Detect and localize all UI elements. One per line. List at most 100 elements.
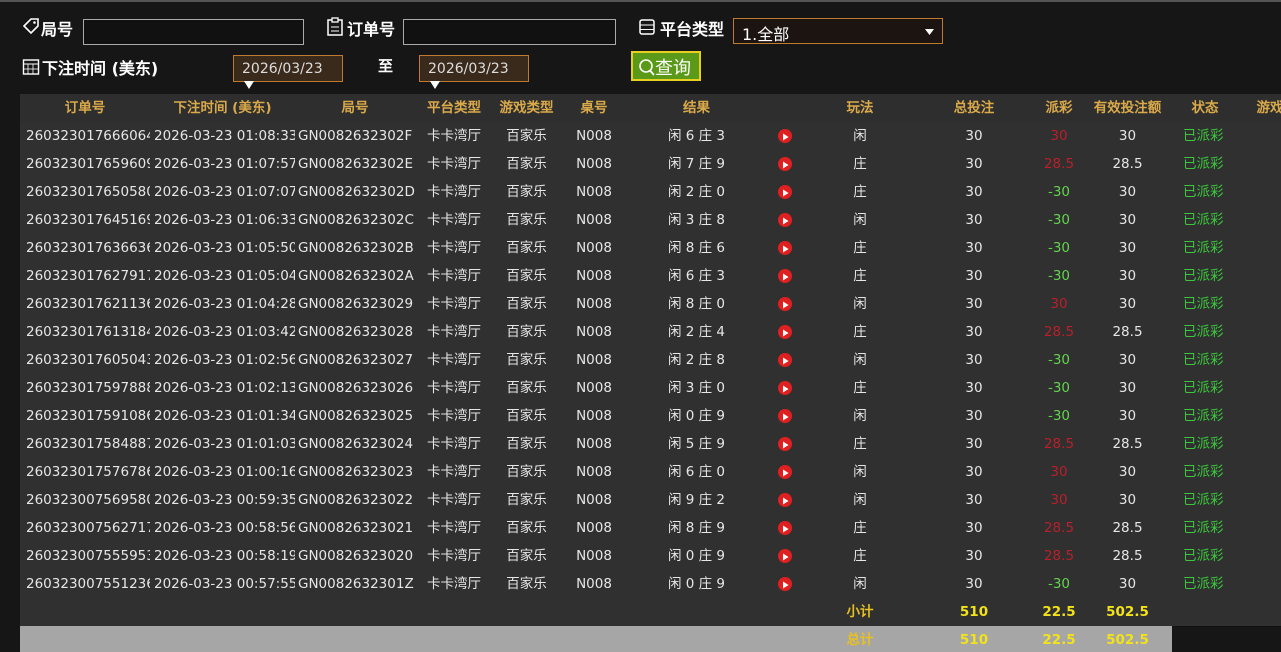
play-icon — [783, 469, 789, 477]
date-from[interactable]: 2026/03/23 — [233, 55, 343, 89]
video-button[interactable] — [778, 521, 792, 535]
video-button[interactable] — [778, 493, 792, 507]
table-row: 260323017591086 2026-03-23 01:01:34 GN0082… — [20, 402, 1281, 431]
table-cell: 百家乐 — [506, 380, 547, 396]
video-button[interactable] — [778, 353, 792, 367]
video-button[interactable] — [778, 157, 792, 171]
table-cell: 28.5 — [1043, 324, 1075, 340]
table-cell: 闲 2 庄 8 — [667, 352, 726, 368]
table-cell: GN00826323025 — [298, 408, 414, 424]
query-button[interactable]: 查询 — [631, 51, 701, 81]
platform-value: 1.全部 — [742, 25, 790, 44]
table-cell: -30 — [1047, 268, 1071, 284]
table-cell: 30 — [965, 352, 983, 368]
video-button[interactable] — [778, 409, 792, 423]
table-row: 260323017584887 2026-03-23 01:01:03 GN0082… — [20, 430, 1281, 459]
table-cell: 百家乐 — [506, 128, 547, 144]
table-cell: 260323017621136 — [26, 296, 150, 312]
table-cell: 260323017591086 — [26, 408, 150, 424]
table-cell: 已派彩 — [1183, 324, 1224, 340]
video-button[interactable] — [778, 381, 792, 395]
table-cell: 闲 6 庄 0 — [667, 464, 726, 480]
table-cell: 卡卡湾厅 — [427, 352, 481, 368]
table-cell: 30 — [1118, 408, 1137, 424]
table-cell: 卡卡湾厅 — [427, 408, 481, 424]
table-cell: 闲 7 庄 9 — [667, 156, 726, 172]
table-cell: 已派彩 — [1183, 408, 1224, 424]
table-cell: GN0082632302D — [298, 184, 415, 200]
table-cell: 260323017597888 — [26, 380, 150, 396]
video-button[interactable] — [778, 297, 792, 311]
platform-select[interactable]: 1.全部 — [733, 18, 943, 44]
table-cell: 2026-03-23 01:01:34 — [154, 408, 295, 424]
table-cell: N008 — [576, 212, 612, 228]
play-icon — [783, 581, 789, 589]
table-cell: 2026-03-23 00:58:19 — [154, 548, 295, 564]
table-cell: 30 — [965, 520, 983, 536]
table-cell: 2026-03-23 01:05:50 — [154, 240, 295, 256]
table-cell: N008 — [576, 268, 612, 284]
video-button[interactable] — [778, 185, 792, 199]
table-cell: 260323007551236 — [26, 576, 150, 592]
query-text: 查询 — [655, 58, 691, 79]
table-cell: GN00826323029 — [298, 296, 414, 312]
video-button[interactable] — [778, 241, 792, 255]
play-icon — [783, 217, 789, 225]
table-row: 260323007562717 2026-03-23 00:58:56 GN0082… — [20, 514, 1281, 543]
video-button[interactable] — [778, 269, 792, 283]
table-cell: -30 — [1047, 212, 1071, 228]
table-cell: 28.5 — [1043, 156, 1075, 172]
table-cell: 260323017576786 — [26, 464, 150, 480]
table-cell: 260323007569580 — [26, 492, 150, 508]
table-cell: 闲 2 庄 4 — [667, 324, 726, 340]
order-label: 订单号 — [347, 20, 396, 39]
table-cell: 闲 — [853, 296, 867, 312]
table-cell: 30 — [965, 492, 983, 508]
table-cell: 闲 9 庄 2 — [667, 492, 726, 508]
video-button[interactable] — [778, 129, 792, 143]
video-button[interactable] — [778, 437, 792, 451]
table-cell: 2026-03-23 01:01:03 — [154, 436, 295, 452]
table-cell: 庄 — [853, 156, 867, 172]
order-input[interactable] — [403, 19, 616, 45]
table-cell: 260323017650580 — [26, 184, 150, 200]
date-from-value: 2026/03/23 — [242, 61, 323, 77]
table-cell: 百家乐 — [506, 576, 547, 592]
table-cell: 百家乐 — [506, 464, 547, 480]
table-cell: 已派彩 — [1183, 296, 1224, 312]
table-row: 260323007569580 2026-03-23 00:59:35 GN0082… — [20, 486, 1281, 515]
table-cell: 庄 — [853, 268, 867, 284]
table-row: 260323017666064 2026-03-23 01:08:33 GN0082… — [20, 122, 1281, 151]
video-button[interactable] — [778, 465, 792, 479]
table-cell: 2026-03-23 01:02:13 — [154, 380, 295, 396]
video-button[interactable] — [778, 549, 792, 563]
round-input[interactable] — [83, 19, 304, 45]
header-cell: 玩法 — [846, 100, 874, 116]
header-cell: 桌号 — [580, 100, 608, 116]
table-cell: 已派彩 — [1183, 156, 1224, 172]
table-cell: 30 — [965, 380, 983, 396]
video-button[interactable] — [778, 213, 792, 227]
date-arrow — [244, 81, 254, 89]
table-cell: 卡卡湾厅 — [427, 212, 481, 228]
table-cell: 百家乐 — [506, 548, 547, 564]
table-cell: 卡卡湾厅 — [427, 128, 481, 144]
table-cell: 28.5 — [1112, 520, 1143, 536]
table-cell: -30 — [1047, 408, 1071, 424]
play-icon — [783, 497, 789, 505]
video-button[interactable] — [778, 577, 792, 591]
table-cell: 已派彩 — [1183, 548, 1224, 564]
calendar-icon — [22, 59, 40, 75]
date-to[interactable]: 2026/03/23 — [419, 55, 529, 89]
table-cell: 百家乐 — [506, 268, 547, 284]
table-cell: 已派彩 — [1183, 184, 1224, 200]
table-cell: 百家乐 — [506, 184, 547, 200]
table-cell: N008 — [576, 156, 612, 172]
table-cell: 30 — [1118, 268, 1137, 284]
table-cell: 260323017666064 — [26, 128, 150, 144]
header-cell: 状态 — [1191, 100, 1219, 116]
video-button[interactable] — [778, 325, 792, 339]
table-cell: N008 — [576, 408, 612, 424]
to-label: 至 — [378, 57, 394, 75]
